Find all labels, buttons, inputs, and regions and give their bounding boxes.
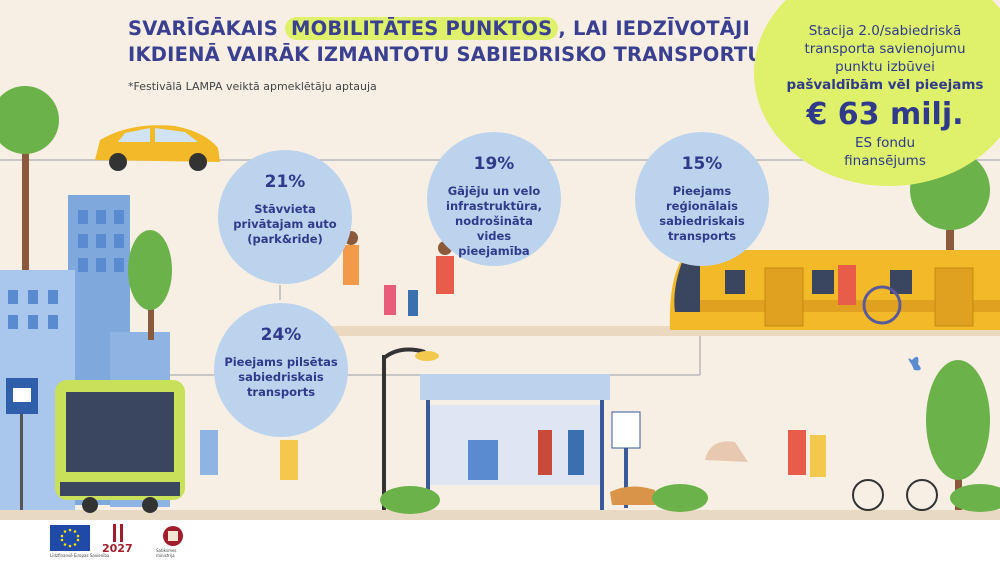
stat-percent: 19% <box>473 154 515 174</box>
title-line-1: SVARĪGĀKAIS MOBILITĀTES PUNKTOS, LAI IED… <box>128 17 750 40</box>
stat-circle-city-transport: 24% Pieejams pilsētas sabiedriskais tran… <box>214 303 348 437</box>
stat-percent: 15% <box>681 154 723 174</box>
title-line-2: IKDIENĀ VAIRĀK IZMANTOTU SABIEDRISKO TRA… <box>128 43 764 66</box>
survey-note: *Festivālā LAMPA veiktā apmeklētāju apta… <box>128 80 377 93</box>
eu-flag-icon <box>50 525 90 551</box>
stat-circle-park-ride: 21% Stāvvieta privātajam auto (park&ride… <box>218 150 352 284</box>
stat-label: Gājēju un velo infrastruktūra, nodrošinā… <box>446 184 542 258</box>
footer-logos: Līdzfinansē Eiropas Savienība 2027 Satik… <box>0 520 1000 563</box>
stat-percent: 24% <box>260 325 302 345</box>
ministry-caption: Satiksmes ministrija <box>156 548 177 558</box>
stat-label: Pieejams reģionālais sabiedriskais trans… <box>659 184 745 243</box>
stat-circle-regional-transport: 15% Pieejams reģionālais sabiedriskais t… <box>635 132 769 266</box>
eu-caption: Līdzfinansē Eiropas Savienība <box>50 553 110 558</box>
stat-label: Stāvvieta privātajam auto (park&ride) <box>233 202 337 246</box>
stat-percent: 21% <box>264 172 306 192</box>
title-highlight: MOBILITĀTES PUNKTOS <box>284 17 559 40</box>
funding-badge-text: Stacija 2.0/sabiedriskā transporta savie… <box>770 22 1000 170</box>
stat-label: Pieejams pilsētas sabiedriskais transpor… <box>224 355 338 399</box>
program-logo-icon <box>113 524 123 542</box>
stat-circle-pedestrian-bike: 19% Gājēju un velo infrastruktūra, nodro… <box>427 132 561 266</box>
funding-available-label: pašvaldībām vēl pieejams <box>786 77 984 93</box>
funding-amount: € 63 milj. <box>806 97 964 132</box>
program-logo-number: 2027 <box>102 542 133 555</box>
page-title: SVARĪGĀKAIS MOBILITĀTES PUNKTOS, LAI IED… <box>128 16 764 68</box>
coat-of-arms-icon <box>163 526 183 546</box>
